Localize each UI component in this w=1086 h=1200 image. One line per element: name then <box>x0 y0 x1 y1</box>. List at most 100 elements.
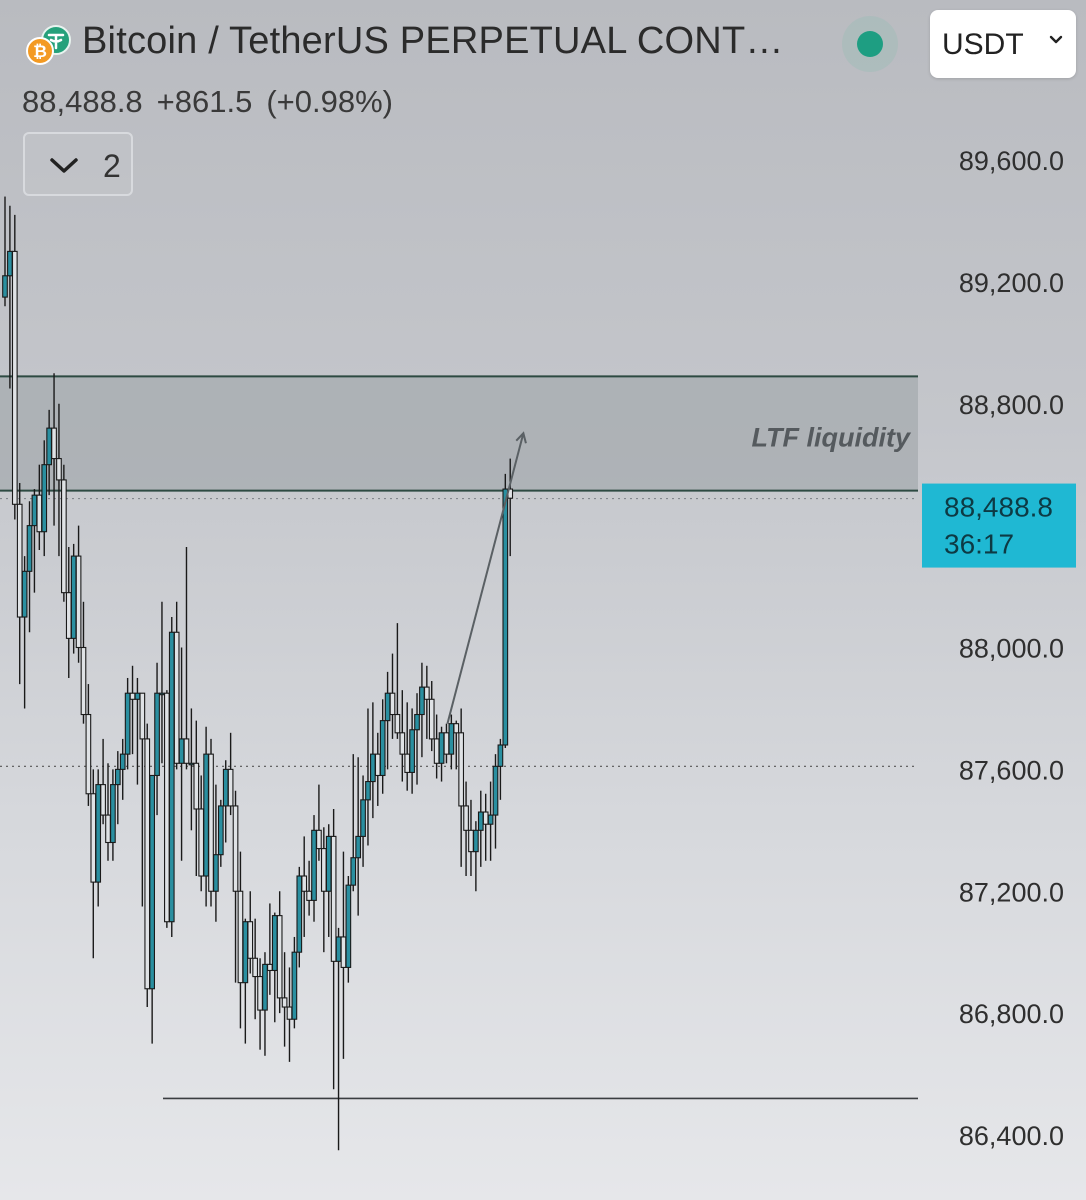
candle[interactable] <box>404 702 411 791</box>
candle[interactable] <box>90 769 97 959</box>
candle[interactable] <box>468 799 474 877</box>
candle[interactable] <box>502 473 509 749</box>
candle[interactable] <box>227 732 234 816</box>
candle[interactable] <box>345 876 352 983</box>
candle[interactable] <box>497 738 504 800</box>
candle[interactable] <box>384 671 391 770</box>
candle[interactable] <box>335 927 342 1151</box>
candle[interactable] <box>267 903 273 995</box>
candle[interactable] <box>41 440 48 557</box>
candle[interactable] <box>7 205 13 389</box>
candle[interactable] <box>65 546 72 678</box>
candle[interactable] <box>188 708 195 831</box>
candle[interactable] <box>193 720 200 877</box>
candle[interactable] <box>242 918 249 1044</box>
candle[interactable] <box>477 790 484 867</box>
candle[interactable] <box>129 665 136 755</box>
candle[interactable] <box>105 763 111 861</box>
candle[interactable] <box>379 699 386 794</box>
candle[interactable] <box>438 726 445 782</box>
candle[interactable] <box>291 936 298 1029</box>
candle[interactable] <box>262 952 268 1056</box>
candle[interactable] <box>56 403 62 557</box>
candle[interactable] <box>124 677 131 770</box>
candle[interactable] <box>110 769 116 861</box>
candle[interactable] <box>487 781 494 861</box>
candle[interactable] <box>149 774 156 1044</box>
candle[interactable] <box>154 662 160 816</box>
candle[interactable] <box>325 824 332 937</box>
candle[interactable] <box>213 784 219 922</box>
candle[interactable] <box>370 702 376 819</box>
candle[interactable] <box>365 708 371 846</box>
candle[interactable] <box>271 912 278 1023</box>
candle[interactable] <box>100 738 106 825</box>
candle[interactable] <box>11 214 18 520</box>
candle[interactable] <box>31 489 38 593</box>
candle[interactable] <box>222 760 229 843</box>
candle[interactable] <box>85 684 92 806</box>
candle[interactable] <box>414 693 420 785</box>
candle[interactable] <box>409 708 415 794</box>
candle[interactable] <box>458 708 465 867</box>
candle[interactable] <box>168 617 175 937</box>
candle[interactable] <box>114 751 121 825</box>
candle[interactable] <box>296 866 303 968</box>
candle[interactable] <box>482 793 489 861</box>
candle[interactable] <box>311 815 317 922</box>
currency-select[interactable]: USDT <box>930 10 1076 78</box>
candle[interactable] <box>198 775 205 892</box>
symbol-title[interactable]: Bitcoin / TetherUS PERPETUAL CONT… <box>82 20 784 62</box>
candle[interactable] <box>208 738 214 907</box>
candle[interactable] <box>423 665 430 739</box>
candle[interactable] <box>281 952 288 1047</box>
candle[interactable] <box>399 690 406 782</box>
indicators-collapse-button[interactable]: 2 <box>23 132 133 196</box>
candle[interactable] <box>306 860 312 916</box>
candle[interactable] <box>433 714 440 779</box>
candle[interactable] <box>164 690 170 928</box>
projection-arrow[interactable] <box>446 431 527 724</box>
candle[interactable] <box>21 556 28 709</box>
candle[interactable] <box>119 738 126 800</box>
candle[interactable] <box>237 851 244 1029</box>
candle[interactable] <box>183 546 190 770</box>
candle[interactable] <box>217 799 224 867</box>
candle[interactable] <box>473 821 479 892</box>
candle[interactable] <box>134 677 141 785</box>
candle[interactable] <box>320 827 327 953</box>
candle[interactable] <box>492 754 499 849</box>
candle[interactable] <box>453 720 460 770</box>
candle[interactable] <box>173 601 180 770</box>
candle[interactable] <box>95 769 102 907</box>
candle[interactable] <box>428 681 435 752</box>
candle[interactable] <box>247 891 254 974</box>
candle[interactable] <box>203 726 209 907</box>
candle[interactable] <box>51 373 57 526</box>
candle[interactable] <box>374 732 381 806</box>
candle[interactable] <box>257 958 263 1050</box>
candle[interactable] <box>419 662 425 758</box>
candle[interactable] <box>232 790 239 983</box>
candle[interactable] <box>2 196 8 307</box>
candle[interactable] <box>463 781 469 877</box>
candle[interactable] <box>75 525 82 663</box>
candle[interactable] <box>448 714 455 770</box>
candle[interactable] <box>80 601 87 724</box>
candle[interactable] <box>330 808 337 1090</box>
candle[interactable] <box>360 775 366 867</box>
candle[interactable] <box>144 723 151 1008</box>
candle[interactable] <box>443 723 450 764</box>
candle[interactable] <box>16 482 23 685</box>
candle[interactable] <box>26 501 33 633</box>
candle[interactable] <box>389 653 396 739</box>
candle[interactable] <box>316 784 322 861</box>
candle[interactable] <box>178 647 185 861</box>
candle[interactable] <box>301 836 308 937</box>
candle[interactable] <box>286 967 293 1062</box>
candle[interactable] <box>70 543 77 654</box>
candle[interactable] <box>139 692 146 907</box>
candle[interactable] <box>252 918 259 1020</box>
candle[interactable] <box>340 851 347 1059</box>
